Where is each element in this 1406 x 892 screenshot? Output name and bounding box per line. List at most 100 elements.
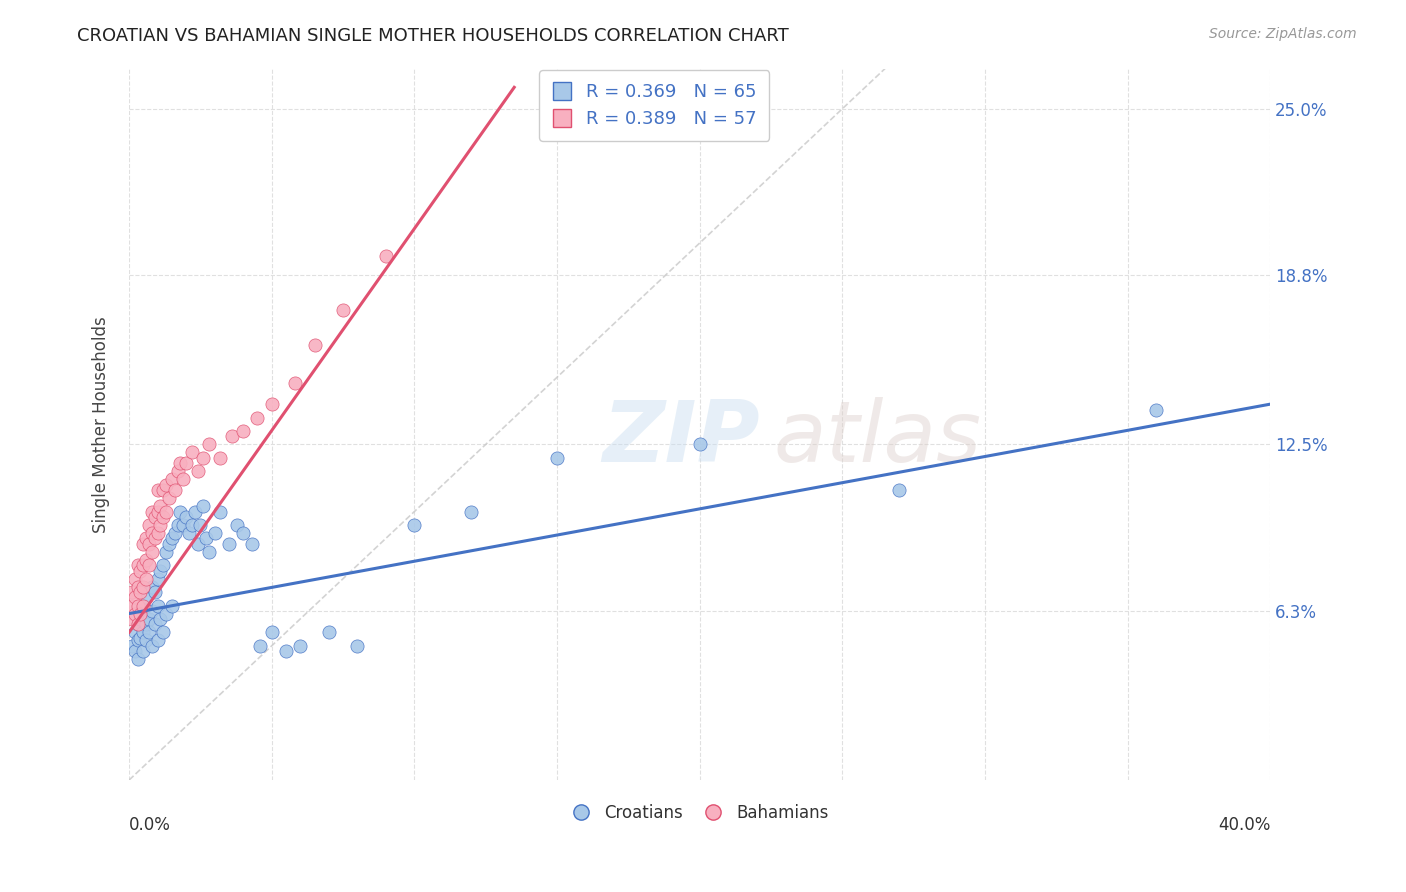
Point [124,591,146,605]
Point [129,585,152,599]
Point [124,607,146,621]
Point [180,518,202,533]
Point [129,612,152,626]
Point [129,607,152,621]
Point [129,631,152,645]
Point [209,504,232,518]
Point [889,483,911,497]
Point [218,537,240,551]
Point [127,652,149,666]
Point [290,639,312,653]
Point [346,639,368,653]
Point [135,553,157,567]
Point [283,376,305,390]
Point [146,633,169,648]
Point [260,397,283,411]
Point [143,617,166,632]
Y-axis label: Single Mother Households: Single Mother Households [93,316,110,533]
Point [195,532,218,546]
Point [138,537,160,551]
Legend: Croatians, Bahamians: Croatians, Bahamians [564,797,835,829]
Point [132,607,155,621]
Point [121,612,143,626]
Point [155,545,177,559]
Point [132,625,155,640]
Point [124,572,146,586]
Point [149,612,172,626]
Point [141,504,163,518]
Point [138,558,160,573]
Point [129,564,152,578]
Text: CROATIAN VS BAHAMIAN SINGLE MOTHER HOUSEHOLDS CORRELATION CHART: CROATIAN VS BAHAMIAN SINGLE MOTHER HOUSE… [77,27,789,45]
Point [232,424,254,438]
Point [138,625,160,640]
Point [332,303,354,318]
Point [1144,402,1167,417]
Point [138,518,160,533]
Point [155,477,177,491]
Point [146,599,169,613]
Point [132,580,155,594]
Point [127,617,149,632]
Point [135,617,157,632]
Point [146,526,169,541]
Point [138,612,160,626]
Text: ZIP: ZIP [603,397,761,480]
Point [160,532,183,546]
Point [183,504,205,518]
Point [249,639,271,653]
Point [166,464,188,478]
Point [132,644,155,658]
Point [204,526,226,541]
Point [193,450,215,465]
Point [209,450,232,465]
Point [187,537,209,551]
Point [127,617,149,632]
Point [163,483,186,497]
Point [198,437,221,451]
Point [546,450,568,465]
Point [157,537,180,551]
Point [132,537,155,551]
Text: 0.0%: 0.0% [129,815,172,834]
Point [143,510,166,524]
Point [127,633,149,648]
Point [155,504,177,518]
Point [180,445,202,459]
Point [460,504,482,518]
Point [169,504,191,518]
Point [304,338,326,352]
Point [146,572,169,586]
Point [124,625,146,640]
Point [172,472,194,486]
Text: Source: ZipAtlas.com: Source: ZipAtlas.com [1209,27,1357,41]
Point [152,558,174,573]
Point [135,591,157,605]
Point [246,410,269,425]
Point [240,537,263,551]
Point [152,483,174,497]
Point [198,545,221,559]
Point [121,639,143,653]
Point [141,604,163,618]
Point [174,510,197,524]
Point [187,464,209,478]
Point [135,532,157,546]
Point [160,472,183,486]
Point [404,518,426,533]
Point [124,644,146,658]
Point [163,526,186,541]
Point [260,625,283,640]
Point [135,572,157,586]
Point [127,558,149,573]
Point [135,633,157,648]
Point [146,483,169,497]
Point [177,526,200,541]
Point [689,437,711,451]
Text: 40.0%: 40.0% [1218,815,1270,834]
Point [172,518,194,533]
Point [174,456,197,470]
Point [152,510,174,524]
Point [169,456,191,470]
Text: atlas: atlas [773,397,981,480]
